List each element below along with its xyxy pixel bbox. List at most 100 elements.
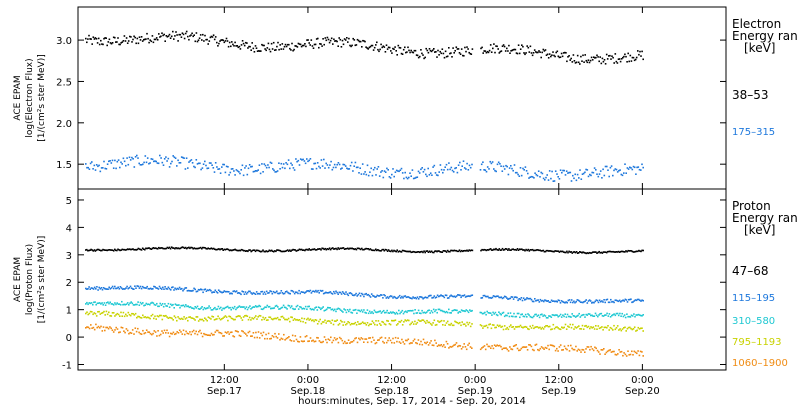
y-axis-label-electron: log(Electron Flux) xyxy=(25,58,35,137)
data-point-electron-1 xyxy=(120,161,122,164)
data-point-electron-1 xyxy=(179,162,182,164)
data-point-electron-1 xyxy=(564,174,567,176)
data-point-proton-0 xyxy=(86,248,88,251)
data-point-electron-0 xyxy=(116,41,118,43)
data-point-proton-2 xyxy=(98,302,101,304)
data-point-proton-4 xyxy=(411,342,413,344)
data-point-proton-3 xyxy=(235,316,238,318)
data-point-electron-0 xyxy=(195,32,198,34)
data-point-proton-3 xyxy=(257,316,259,318)
data-point-electron-0 xyxy=(410,49,412,52)
data-point-electron-0 xyxy=(167,35,170,37)
data-point-proton-4 xyxy=(415,342,417,344)
data-point-electron-0 xyxy=(204,34,206,37)
data-point-proton-3 xyxy=(467,323,470,326)
data-point-electron-1 xyxy=(361,163,364,165)
data-point-proton-3 xyxy=(374,323,376,326)
data-point-electron-0 xyxy=(550,55,552,58)
data-point-proton-2 xyxy=(202,308,205,311)
data-point-electron-1 xyxy=(460,169,462,171)
data-point-proton-2 xyxy=(250,308,252,310)
data-point-proton-2 xyxy=(588,313,591,315)
data-point-proton-0 xyxy=(196,247,199,250)
data-point-proton-0 xyxy=(112,250,115,252)
data-point-electron-1 xyxy=(642,166,644,169)
data-point-proton-0 xyxy=(317,248,319,250)
data-point-proton-4 xyxy=(410,342,412,344)
data-point-proton-1 xyxy=(154,286,156,288)
data-point-electron-1 xyxy=(513,164,516,166)
data-point-proton-2 xyxy=(337,307,340,310)
data-point-electron-1 xyxy=(238,171,240,173)
data-point-proton-1 xyxy=(303,292,306,294)
data-point-proton-1 xyxy=(102,287,105,289)
data-point-proton-1 xyxy=(314,291,316,293)
data-point-proton-1 xyxy=(150,288,153,290)
data-point-proton-4 xyxy=(177,332,180,334)
data-point-proton-0 xyxy=(462,250,464,253)
data-point-proton-1 xyxy=(454,296,457,298)
data-point-electron-0 xyxy=(598,60,600,63)
data-point-proton-4 xyxy=(297,340,299,343)
data-point-proton-3 xyxy=(395,324,398,326)
data-point-proton-3 xyxy=(284,318,286,321)
data-point-proton-0 xyxy=(151,247,154,250)
data-point-electron-0 xyxy=(489,44,492,46)
data-point-proton-1 xyxy=(438,295,440,298)
data-point-electron-0 xyxy=(603,59,606,61)
data-point-proton-2 xyxy=(409,309,412,312)
y-tick-label-proton: 5 xyxy=(66,196,72,207)
data-point-electron-0 xyxy=(132,38,134,41)
data-point-electron-0 xyxy=(642,58,644,61)
data-point-electron-0 xyxy=(328,41,331,44)
data-point-electron-0 xyxy=(243,44,246,47)
data-point-proton-4 xyxy=(496,344,498,346)
data-point-electron-1 xyxy=(606,165,608,168)
data-point-proton-0 xyxy=(276,249,278,251)
data-point-electron-0 xyxy=(467,48,469,50)
data-point-proton-0 xyxy=(346,247,348,250)
data-point-proton-2 xyxy=(642,314,644,316)
data-point-proton-3 xyxy=(137,315,139,318)
data-point-electron-0 xyxy=(118,43,120,46)
data-point-proton-0 xyxy=(100,249,102,252)
data-point-electron-0 xyxy=(319,43,321,45)
data-point-electron-0 xyxy=(153,38,156,41)
data-point-proton-0 xyxy=(204,247,206,249)
data-point-proton-2 xyxy=(459,311,462,313)
data-point-proton-4 xyxy=(166,329,168,332)
data-point-proton-3 xyxy=(263,318,266,321)
data-point-proton-0 xyxy=(125,248,128,251)
data-point-electron-0 xyxy=(369,45,372,48)
data-point-electron-0 xyxy=(402,48,405,51)
data-point-electron-0 xyxy=(626,61,628,63)
data-point-proton-3 xyxy=(468,321,471,324)
data-point-proton-4 xyxy=(492,347,495,350)
data-point-proton-3 xyxy=(459,321,461,324)
data-point-proton-4 xyxy=(137,327,139,330)
data-point-proton-1 xyxy=(281,292,284,294)
data-point-proton-4 xyxy=(354,337,356,340)
data-point-proton-1 xyxy=(441,295,443,297)
data-point-proton-0 xyxy=(437,250,439,252)
panel-frames xyxy=(77,6,727,371)
data-point-proton-1 xyxy=(640,300,642,302)
data-point-electron-1 xyxy=(134,156,137,158)
data-point-proton-0 xyxy=(292,248,294,251)
data-point-proton-4 xyxy=(364,338,366,340)
data-point-electron-0 xyxy=(428,48,431,50)
data-points xyxy=(85,30,644,357)
data-point-proton-2 xyxy=(146,303,149,306)
data-point-proton-4 xyxy=(96,326,98,329)
data-point-proton-4 xyxy=(511,348,514,351)
data-point-proton-4 xyxy=(595,347,597,350)
data-point-proton-0 xyxy=(197,247,200,250)
data-point-proton-4 xyxy=(316,336,318,339)
data-point-proton-1 xyxy=(636,298,639,301)
data-point-proton-4 xyxy=(184,333,186,336)
data-point-proton-4 xyxy=(449,345,451,348)
data-point-proton-2 xyxy=(432,308,435,311)
data-point-electron-1 xyxy=(569,171,572,174)
data-point-proton-4 xyxy=(114,329,116,331)
data-point-electron-1 xyxy=(568,171,570,174)
